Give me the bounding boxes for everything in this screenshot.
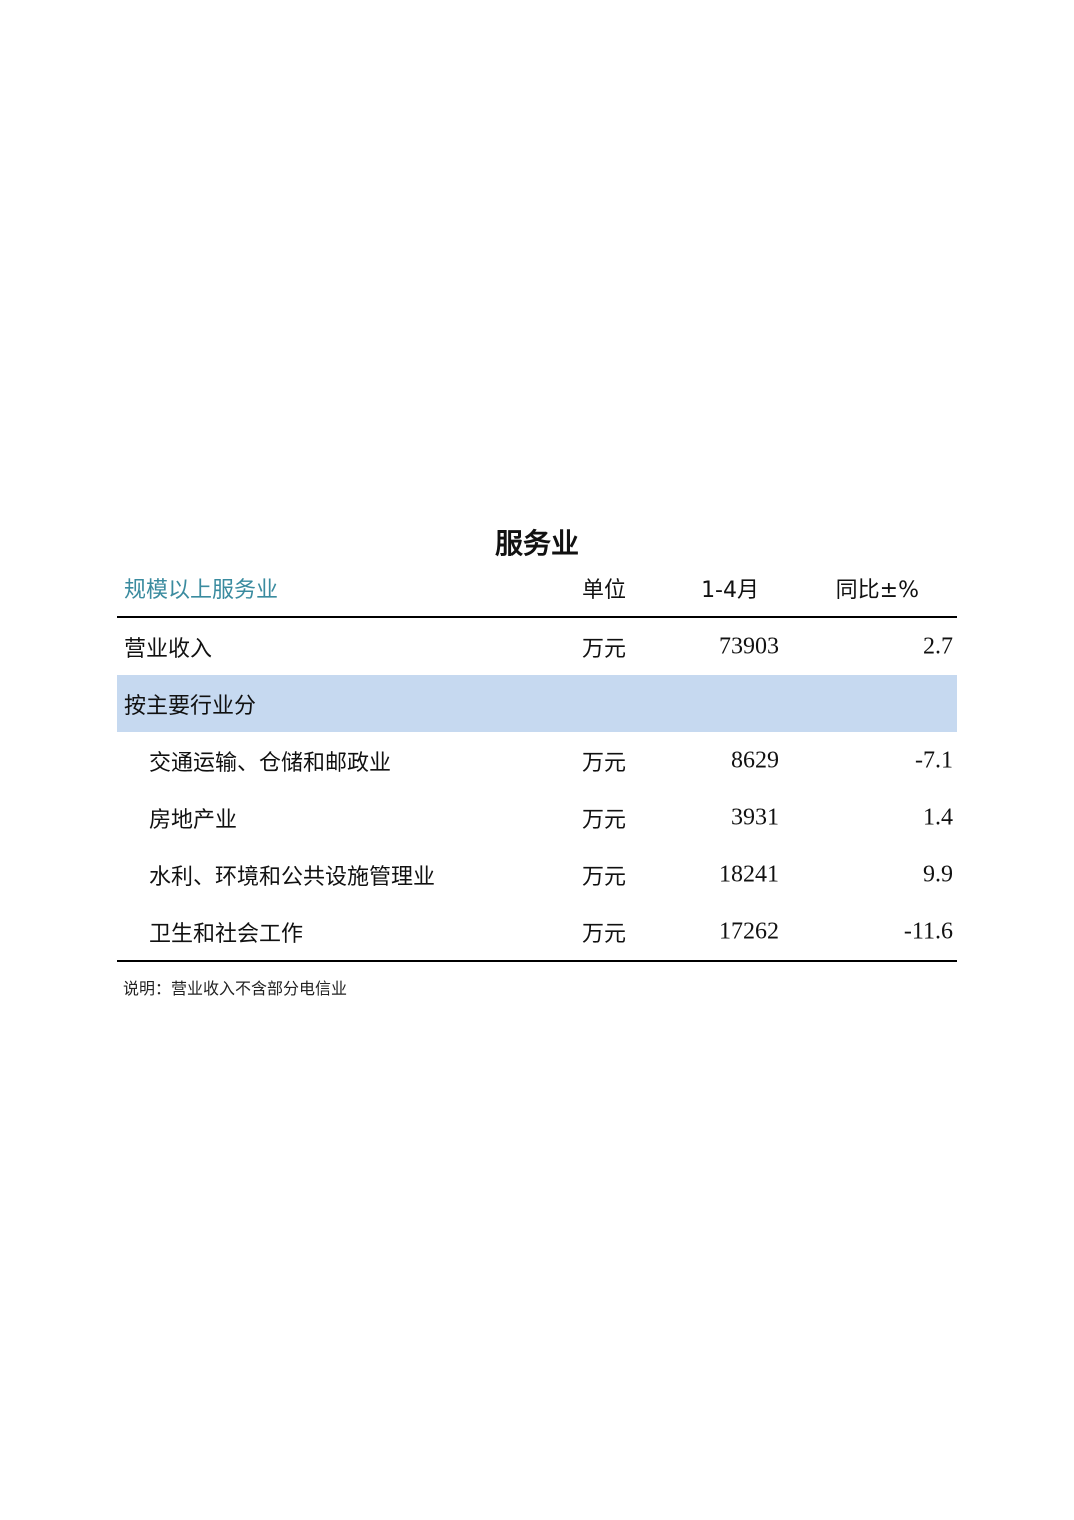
table-row: 水利、环境和公共设施管理业 万元 18241 9.9 xyxy=(117,846,957,903)
header-name: 规模以上服务业 xyxy=(124,578,279,603)
header-yoy: 同比±% xyxy=(835,578,919,603)
table-row: 卫生和社会工作 万元 17262 -11.6 xyxy=(117,903,957,962)
services-table: 规模以上服务业 单位 1-4月 同比±% 营业收入 万元 73903 2.7 按… xyxy=(117,560,957,962)
row-unit: 万元 xyxy=(582,750,627,776)
row-yoy: -7.1 xyxy=(915,747,953,773)
table-title: 服务业 xyxy=(494,527,579,560)
row-unit: 万元 xyxy=(582,864,627,890)
table-note: 说明：营业收入不含部分电信业 xyxy=(123,979,348,998)
table-row: 营业收入 万元 73903 2.7 xyxy=(117,618,957,675)
row-unit: 万元 xyxy=(582,636,627,662)
row-unit: 万元 xyxy=(582,807,627,833)
row-value: 8629 xyxy=(731,747,779,773)
row-name: 卫生和社会工作 xyxy=(149,921,304,947)
row-name: 水利、环境和公共设施管理业 xyxy=(149,864,436,890)
row-yoy: 9.9 xyxy=(923,861,953,887)
row-yoy: 2.7 xyxy=(923,633,953,659)
table-header: 规模以上服务业 单位 1-4月 同比±% xyxy=(117,560,957,618)
row-value: 17262 xyxy=(719,918,779,944)
row-yoy: -11.6 xyxy=(903,918,953,944)
header-unit: 单位 xyxy=(582,578,627,603)
row-name: 营业收入 xyxy=(124,636,213,662)
header-period: 1-4月 xyxy=(701,578,759,603)
row-value: 3931 xyxy=(731,804,779,830)
section-row: 按主要行业分 xyxy=(117,675,957,732)
row-name: 交通运输、仓储和邮政业 xyxy=(149,750,392,776)
table-row: 交通运输、仓储和邮政业 万元 8629 -7.1 xyxy=(117,732,957,789)
table-row: 房地产业 万元 3931 1.4 xyxy=(117,789,957,846)
section-label: 按主要行业分 xyxy=(124,693,257,719)
row-unit: 万元 xyxy=(582,921,627,947)
row-value: 18241 xyxy=(719,861,779,887)
row-yoy: 1.4 xyxy=(923,804,953,830)
row-name: 房地产业 xyxy=(149,807,238,833)
row-value: 73903 xyxy=(719,633,779,659)
